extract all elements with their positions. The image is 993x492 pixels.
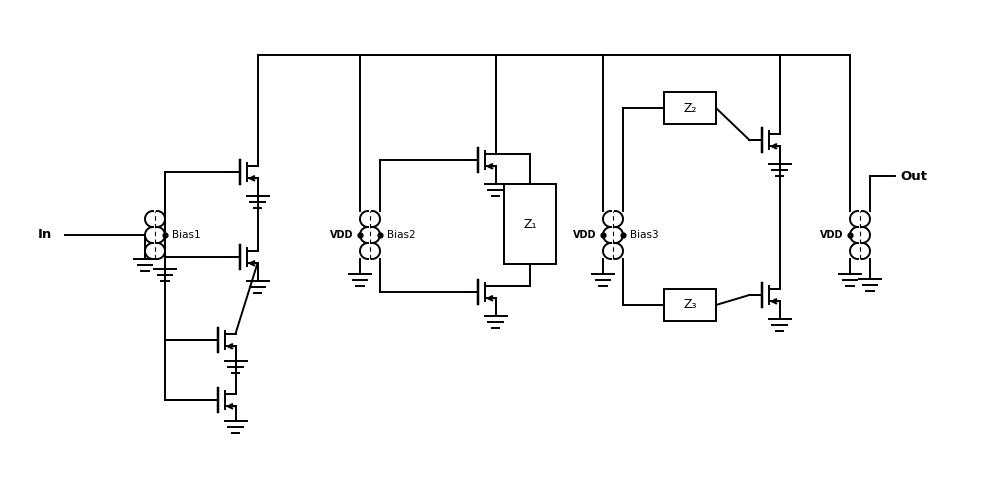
Bar bbox=[504, 184, 556, 264]
Text: Z₁: Z₁ bbox=[523, 217, 537, 230]
Text: VDD: VDD bbox=[573, 230, 596, 240]
Text: Bias3: Bias3 bbox=[630, 230, 658, 240]
Text: In: In bbox=[38, 228, 52, 242]
Text: VDD: VDD bbox=[819, 230, 843, 240]
Text: Out: Out bbox=[900, 170, 927, 183]
Text: Bias1: Bias1 bbox=[172, 230, 201, 240]
Bar bbox=[664, 92, 716, 124]
Text: VDD: VDD bbox=[330, 230, 353, 240]
Bar bbox=[664, 289, 716, 321]
Text: Z₂: Z₂ bbox=[683, 101, 697, 115]
Text: Bias2: Bias2 bbox=[387, 230, 416, 240]
Text: Z₃: Z₃ bbox=[683, 299, 697, 311]
